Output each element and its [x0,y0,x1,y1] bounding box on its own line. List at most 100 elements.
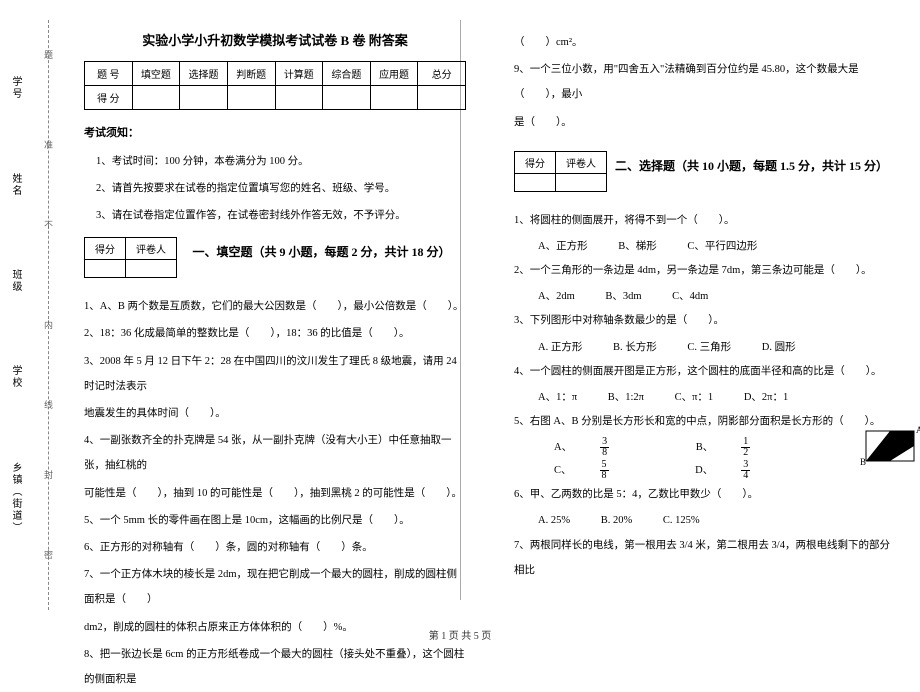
notice-item: 3、请在试卷指定位置作答，在试卷密封线外作答无效，不予评分。 [84,204,466,227]
option: A、2dm [538,285,575,308]
option: C、平行四边形 [687,235,757,258]
binding-label: 班级 [8,269,23,293]
th: 选择题 [180,62,228,86]
option: B、梯形 [618,235,657,258]
score-box: 得分评卷人 [84,237,177,278]
section-fill-title: 一、填空题（共 9 小题，每题 2 分，共计 18 分） [177,231,466,260]
binding-mark: 密 [42,550,55,559]
options: A、 38 B、 12 C、 58 D、34 [514,436,896,482]
question: 9、一个三位小数，用"四舍五入"法精确到百分位约是 45.80，这个数最大是（ … [514,57,896,107]
question: 5、右图 A、B 分别是长方形长和宽的中点，阴影部分面积是长方形的（ ）。 [514,409,896,434]
binding-mark: 准 [42,140,55,149]
option: A. 正方形 [538,336,582,359]
option: C. 125% [663,509,700,532]
binding-dash-line [48,20,49,610]
question: 7、两根同样长的电线，第一根用去 3/4 米，第二根用去 3/4，两根电线剩下的… [514,533,896,583]
options: A. 正方形 B. 长方形 C. 三角形 D. 圆形 [514,336,896,359]
question: 地震发生的具体时间（ ）。 [84,401,466,426]
label-a: A [916,425,920,435]
td [85,260,126,278]
option: A、 38 [554,436,665,459]
option: C、 58 [554,459,665,482]
question: 6、正方形的对称轴有（ ）条，圆的对称轴有（ ）条。 [84,535,466,560]
binding-mark: 不 [42,220,55,229]
question: 1、将圆柱的侧面展开，将得不到一个（ ）。 [514,208,896,233]
denominator: 4 [741,471,750,481]
td [323,86,371,110]
td: 得分 [85,238,126,260]
notice-item: 1、考试时间：100 分钟，本卷满分为 100 分。 [84,150,466,173]
binding-labels: 学号 姓名 班级 学校 乡镇（街道） [8,0,23,650]
content-area: 实验小学小升初数学模拟考试试卷 B 卷 附答案 题 号 填空题 选择题 判断题 … [60,0,920,650]
option: B、3dm [605,285,641,308]
binding-mark: 内 [42,320,55,329]
td [180,86,228,110]
binding-label: 姓名 [8,173,23,197]
question: 7、一个正方体木块的棱长是 2dm，现在把它削成一个最大的圆柱，削成的圆柱侧面积… [84,562,466,612]
binding-label: 学校 [8,365,23,389]
th: 应用题 [370,62,418,86]
notice-item: 2、请首先按要求在试卷的指定位置填写您的姓名、班级、学号。 [84,177,466,200]
opt-label: C、 [554,459,572,482]
question: 2、一个三角形的一条边是 4dm，另一条边是 7dm，第三条边可能是（ ）。 [514,258,896,283]
question: （ ）cm²。 [514,30,896,55]
question: 2、18：36 化成最简单的整数比是（ ），18：36 的比值是（ ）。 [84,321,466,346]
td [132,86,180,110]
option: B、 12 [696,436,807,459]
opt-label: B、 [696,436,714,459]
q5-diagram: A B [860,425,920,470]
binding-mark: 封 [42,470,55,479]
td [275,86,323,110]
page: 学号 姓名 班级 学校 乡镇（街道） 题 准 不 内 线 封 密 实验小学小升初… [0,0,920,650]
question: 可能性是（ ），抽到 10 的可能性是（ ），抽到黑桃 2 的可能性是（ ）。 [84,481,466,506]
left-column: 实验小学小升初数学模拟考试试卷 B 卷 附答案 题 号 填空题 选择题 判断题 … [60,0,490,650]
question: 4、一副张数齐全的扑克牌是 54 张，从一副扑克牌（没有大小王）中任意抽取一张，… [84,428,466,478]
td [515,173,556,191]
table-row: 题 号 填空题 选择题 判断题 计算题 综合题 应用题 总分 [85,62,466,86]
binding-mark: 线 [42,400,55,409]
opt-label: A、 [554,436,572,459]
option: D. 圆形 [762,336,796,359]
question: 8、把一张边长是 6cm 的正方形纸卷成一个最大的圆柱（接头处不重叠），这个圆柱… [84,642,466,692]
fraction: 12 [741,437,778,458]
options: A、正方形 B、梯形 C、平行四边形 [514,235,896,258]
option: B. 20% [601,509,633,532]
td [126,260,177,278]
binding-mark: 题 [42,50,55,59]
option: A. 25% [538,509,570,532]
th: 填空题 [132,62,180,86]
th: 计算题 [275,62,323,86]
fraction: 38 [600,437,637,458]
td [370,86,418,110]
th: 题 号 [85,62,133,86]
td [556,173,607,191]
notice-heading: 考试须知： [84,124,466,140]
exam-title: 实验小学小升初数学模拟考试试卷 B 卷 附答案 [84,30,466,49]
label-b: B [860,457,866,467]
denominator: 2 [741,448,750,458]
option: C、4dm [672,285,708,308]
option: A、正方形 [538,235,588,258]
option: D、34 [695,459,806,482]
th: 判断题 [227,62,275,86]
binding-label: 乡镇（街道） [8,462,23,534]
th: 总分 [418,62,466,86]
fraction: 58 [600,460,637,481]
td: 得 分 [85,86,133,110]
rectangle-diagram-icon: A B [860,425,920,467]
option: C. 三角形 [687,336,731,359]
right-column: （ ）cm²。 9、一个三位小数，用"四舍五入"法精确到百分位约是 45.80，… [490,0,920,650]
td: 得分 [515,151,556,173]
section-header-row: 得分评卷人 一、填空题（共 9 小题，每题 2 分，共计 18 分） [84,231,466,284]
question: 4、一个圆柱的侧面展开图是正方形，这个圆柱的底面半径和高的比是（ ）。 [514,359,896,384]
denominator: 8 [600,448,609,458]
options: A、1：π B、1:2π C、π：1 D、2π：1 [514,386,896,409]
td [227,86,275,110]
question: 6、甲、乙两数的比是 5：4，乙数比甲数少（ ）。 [514,482,896,507]
section-choice-title: 二、选择题（共 10 小题，每题 1.5 分，共计 15 分） [607,145,896,174]
question: 1、A、B 两个数是互质数，它们的最大公因数是（ ），最小公倍数是（ ）。 [84,294,466,319]
fraction: 34 [741,460,778,481]
td: 评卷人 [556,151,607,173]
section-header-row: 得分评卷人 二、选择题（共 10 小题，每题 1.5 分，共计 15 分） [514,145,896,198]
th: 综合题 [323,62,371,86]
